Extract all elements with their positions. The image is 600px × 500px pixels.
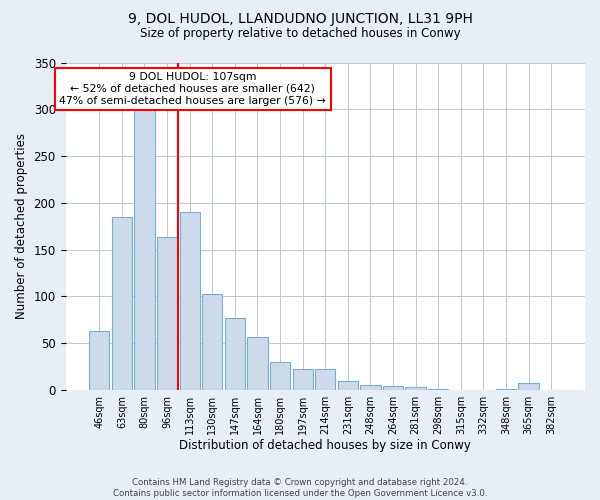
Bar [428, 389, 448, 390]
Text: Contains HM Land Registry data © Crown copyright and database right 2024.
Contai: Contains HM Land Registry data © Crown c… [113, 478, 487, 498]
Text: 9, DOL HUDOL, LLANDUDNO JUNCTION, LL31 9PH: 9, DOL HUDOL, LLANDUDNO JUNCTION, LL31 9… [128, 12, 472, 26]
X-axis label: Distribution of detached houses by size in Conwy: Distribution of detached houses by size … [179, 440, 471, 452]
Y-axis label: Number of detached properties: Number of detached properties [15, 133, 28, 319]
Bar [383, 386, 403, 390]
Bar [270, 362, 290, 390]
Bar [518, 384, 539, 390]
Bar [157, 238, 177, 390]
Bar [338, 382, 358, 390]
Bar [179, 212, 200, 390]
Bar [247, 336, 268, 390]
Bar [225, 318, 245, 390]
Text: 9 DOL HUDOL: 107sqm
← 52% of detached houses are smaller (642)
47% of semi-detac: 9 DOL HUDOL: 107sqm ← 52% of detached ho… [59, 72, 326, 106]
Bar [89, 331, 109, 390]
Bar [360, 385, 380, 390]
Bar [496, 389, 516, 390]
Bar [202, 294, 223, 390]
Bar [406, 387, 426, 390]
Bar [293, 370, 313, 390]
Bar [315, 370, 335, 390]
Bar [112, 217, 132, 390]
Bar [134, 86, 155, 390]
Text: Size of property relative to detached houses in Conwy: Size of property relative to detached ho… [140, 28, 460, 40]
